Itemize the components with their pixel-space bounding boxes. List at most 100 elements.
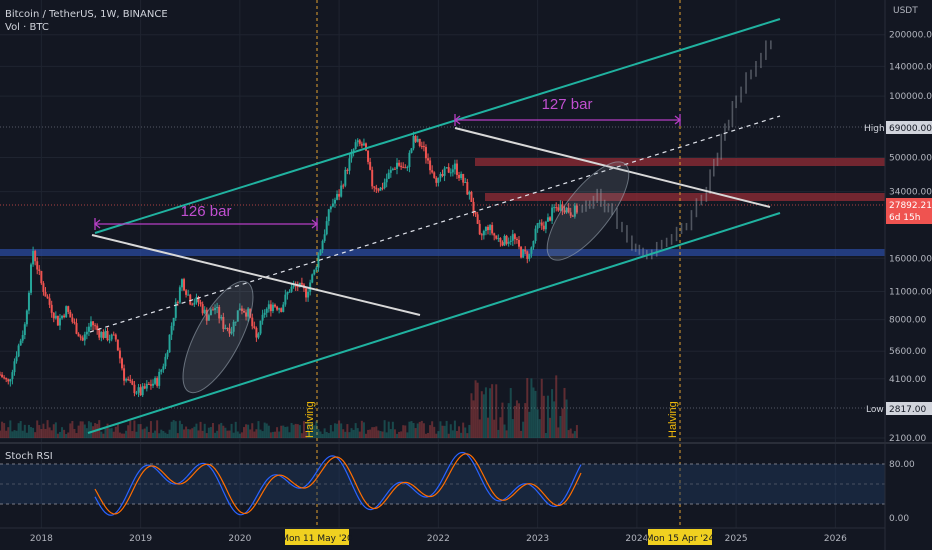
- candle-body: [106, 330, 109, 341]
- candle-body: [162, 366, 165, 370]
- rsi-tick-80: 80.00: [889, 460, 915, 470]
- candle-body: [290, 286, 293, 292]
- volume-label[interactable]: Vol · BTC: [5, 22, 49, 33]
- candle-body: [193, 302, 196, 305]
- volume-bar: [551, 389, 554, 438]
- volume-bar: [209, 427, 212, 438]
- candle-body: [542, 225, 545, 230]
- volume-bar: [402, 425, 405, 438]
- volume-bar: [176, 433, 179, 438]
- volume-bar: [79, 421, 82, 438]
- volume-bar: [429, 425, 432, 438]
- volume-bar: [11, 431, 14, 438]
- volume-bar: [137, 424, 140, 438]
- volume-bar: [546, 395, 549, 438]
- candle-body: [203, 309, 206, 314]
- volume-bar: [532, 387, 535, 438]
- volume-bar: [34, 432, 37, 438]
- candle-body: [532, 241, 535, 248]
- volume-bar: [406, 432, 409, 438]
- candle-body: [180, 279, 183, 288]
- volume-bar: [234, 421, 237, 438]
- candle-body: [559, 204, 562, 211]
- candle-body: [319, 249, 322, 256]
- candle-body: [561, 204, 564, 211]
- volume-bar: [424, 433, 427, 438]
- halving-label-1: Halving: [304, 401, 316, 438]
- candle-body: [362, 143, 365, 146]
- y-tick-label: 50000.00: [889, 153, 932, 163]
- accumulation-ellipse-1: [182, 280, 254, 394]
- candle-body: [69, 311, 72, 318]
- volume-bar: [129, 420, 132, 438]
- volume-bar: [422, 423, 425, 438]
- volume-bar: [205, 433, 208, 438]
- volume-bar: [480, 391, 483, 438]
- volume-bar: [340, 423, 343, 438]
- volume-bar: [559, 415, 562, 438]
- volume-bar: [396, 433, 399, 438]
- volume-bar: [149, 421, 152, 438]
- volume-bar: [21, 430, 24, 438]
- candle-body: [460, 173, 463, 179]
- candle-body: [89, 321, 92, 327]
- candle-body: [242, 310, 245, 313]
- volume-bar: [511, 419, 514, 438]
- volume-bar: [164, 432, 167, 438]
- candle-body: [443, 168, 446, 176]
- volume-bar: [48, 427, 51, 438]
- candle-body: [247, 308, 250, 317]
- candle-body: [455, 163, 458, 175]
- volume-bar: [319, 431, 322, 438]
- candle-body: [497, 238, 500, 240]
- y-tick-label: 11000.00: [889, 287, 932, 297]
- volume-bar: [44, 428, 47, 438]
- accumulation-ellipse-2: [546, 161, 630, 261]
- candle-body: [311, 274, 314, 283]
- candle-body: [526, 251, 529, 259]
- volume-bar: [509, 388, 512, 438]
- volume-bar: [170, 421, 173, 438]
- volume-bar: [412, 422, 415, 438]
- volume-bar: [17, 423, 20, 438]
- candle-body: [462, 173, 465, 183]
- candle-body: [11, 372, 14, 380]
- candle-body: [245, 312, 248, 317]
- candle-body: [79, 336, 82, 338]
- volume-bar: [162, 430, 165, 438]
- volume-bar: [505, 430, 508, 438]
- symbol-title[interactable]: Bitcoin / TetherUS, 1W, BINANCE: [5, 9, 168, 20]
- volume-bar: [491, 384, 494, 438]
- volume-bar: [147, 432, 150, 438]
- volume-bar: [309, 432, 312, 438]
- candle-body: [81, 337, 84, 341]
- candle-body: [201, 304, 204, 314]
- x-tick-label: 2022: [427, 534, 450, 544]
- candle-body: [170, 325, 173, 335]
- candle-body: [135, 392, 138, 394]
- volume-bar: [89, 422, 92, 438]
- volume-bar: [50, 430, 53, 438]
- volume-bar: [400, 431, 403, 438]
- volume-bar: [120, 433, 123, 438]
- candle-body: [507, 241, 510, 244]
- volume-bar: [468, 424, 471, 438]
- volume-bar: [187, 429, 190, 438]
- volume-bar: [493, 419, 496, 438]
- volume-bar: [114, 426, 117, 438]
- candle-body: [9, 379, 12, 382]
- y-axis-ticks: 200000.00 140000.00 100000.00 50000.00 34000…: [889, 31, 932, 444]
- candle-body: [176, 302, 179, 304]
- candle-body: [435, 177, 438, 183]
- volume-bar: [106, 423, 109, 438]
- candle-body: [433, 172, 436, 178]
- volume-bar: [472, 400, 475, 438]
- volume-bar: [362, 422, 365, 438]
- candle-body: [195, 297, 198, 303]
- candle-body: [284, 294, 287, 305]
- candle-body: [211, 309, 214, 311]
- stoch-rsi-label[interactable]: Stoch RSI: [5, 451, 53, 462]
- candle-body: [404, 167, 407, 169]
- volume-bar: [143, 428, 146, 438]
